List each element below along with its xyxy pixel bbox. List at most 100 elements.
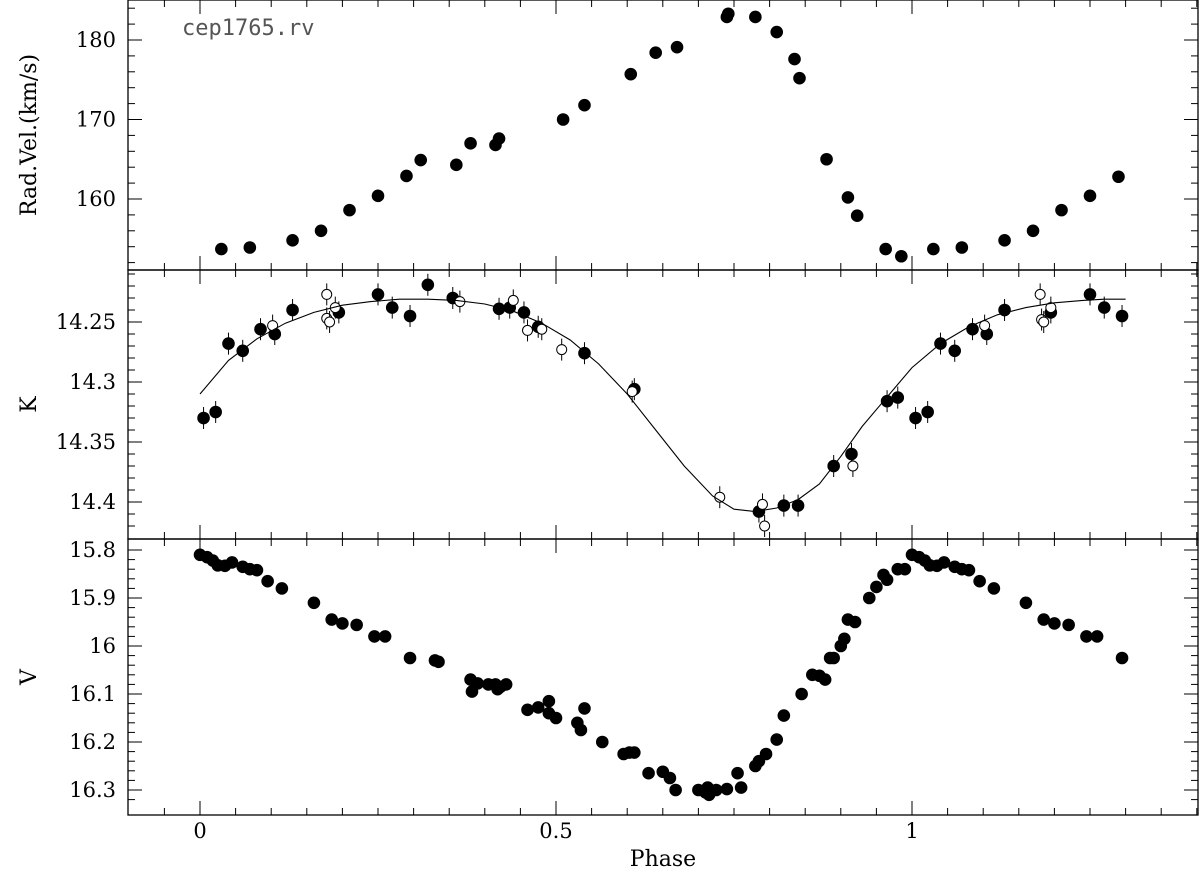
data-point — [378, 630, 392, 643]
data-point — [1026, 224, 1040, 238]
x-tick-label: 1 — [905, 819, 918, 843]
data-point — [649, 46, 662, 60]
data-point — [450, 158, 463, 172]
data-point — [962, 563, 976, 577]
y-tick-label: 14.35 — [56, 430, 116, 454]
y-axis-title: V — [17, 668, 42, 686]
data-point — [549, 711, 563, 725]
data-point — [722, 7, 735, 21]
data-point — [770, 733, 784, 746]
data-point — [1062, 618, 1075, 632]
data-point — [595, 735, 609, 749]
data-point — [243, 241, 257, 254]
data-point — [838, 632, 851, 646]
open-data-point — [267, 320, 279, 332]
data-point — [927, 242, 940, 256]
open-data-point — [847, 460, 859, 472]
open-data-point — [321, 288, 333, 300]
data-point — [371, 189, 385, 203]
data-point — [642, 766, 655, 780]
data-point — [921, 405, 934, 419]
data-point — [403, 309, 417, 323]
data-point — [403, 651, 417, 665]
panel-k: 14.25 14.3 14.35 14.4 K — [17, 269, 1199, 540]
open-data-point — [324, 316, 336, 328]
data-point — [987, 582, 1001, 595]
y-tick-label: 15.8 — [69, 538, 116, 562]
data-point — [770, 25, 784, 39]
data-point — [371, 288, 385, 301]
y-tick-label: 170 — [76, 108, 116, 132]
data-point — [879, 242, 892, 256]
data-point — [464, 137, 477, 150]
data-point — [850, 209, 864, 222]
data-point — [350, 618, 363, 632]
data-point — [250, 563, 264, 577]
y-tick-label: 16.3 — [69, 778, 116, 802]
y-tick-label: 14.25 — [56, 310, 116, 334]
data-point — [336, 617, 349, 630]
data-point — [749, 10, 762, 24]
y-tick-label: 180 — [76, 28, 116, 52]
data-point — [222, 337, 235, 350]
data-point — [517, 306, 531, 319]
data-point — [841, 191, 855, 204]
data-point — [848, 615, 862, 629]
data-point — [720, 782, 734, 796]
y-tick-label: 16.1 — [69, 682, 116, 706]
data-point — [286, 234, 299, 247]
data-point — [1097, 301, 1111, 314]
data-point — [574, 723, 588, 737]
y-axis-title: K — [17, 396, 42, 413]
panel-rv: 160 170 180 Rad.Vel.(km/s) — [17, 0, 1199, 271]
y-tick-label: 16.2 — [69, 730, 116, 754]
data-point — [1048, 617, 1061, 630]
data-point — [948, 344, 962, 358]
data-point — [909, 411, 922, 425]
open-data-point — [556, 344, 568, 356]
y-tick-label: 15.9 — [69, 586, 116, 610]
y-tick-label: 160 — [76, 187, 116, 211]
x-axis-title: Phase — [630, 847, 696, 869]
data-point — [709, 783, 723, 797]
data-point — [818, 673, 832, 686]
panel-v: 15.8 15.9 16 16.1 16.2 16.3 V — [17, 538, 1199, 816]
open-data-point — [1038, 316, 1050, 328]
y-axis-title: Rad.Vel.(km/s) — [17, 54, 42, 216]
data-point — [777, 709, 791, 722]
data-point — [898, 562, 912, 576]
data-point — [891, 391, 905, 404]
x-tick-label: 0.5 — [539, 819, 572, 843]
data-point — [1019, 596, 1033, 610]
open-data-point — [329, 302, 341, 314]
data-point — [521, 703, 534, 717]
data-point — [314, 224, 328, 238]
data-point — [325, 613, 339, 626]
data-point — [343, 203, 356, 217]
x-tick-label: 0 — [193, 819, 206, 843]
data-point — [414, 153, 428, 167]
data-point — [254, 322, 267, 336]
data-point — [368, 630, 381, 643]
open-data-point — [759, 520, 771, 532]
y-tick-label: 14.4 — [69, 490, 116, 514]
data-point — [275, 582, 289, 595]
data-point — [215, 242, 228, 256]
data-point — [670, 40, 684, 54]
data-point — [759, 747, 773, 761]
open-data-point — [522, 324, 534, 336]
data-point — [421, 278, 435, 292]
data-point — [556, 113, 570, 126]
data-point — [385, 301, 399, 314]
open-data-point — [756, 498, 768, 510]
data-point — [209, 405, 222, 419]
data-point — [400, 169, 413, 183]
chart-title: cep1765.rv — [182, 16, 314, 41]
data-point — [628, 746, 641, 759]
data-point — [669, 783, 682, 797]
y-tick-label: 14.3 — [69, 370, 116, 394]
data-point — [998, 303, 1011, 317]
data-point — [895, 249, 908, 263]
open-data-point — [1034, 288, 1046, 300]
